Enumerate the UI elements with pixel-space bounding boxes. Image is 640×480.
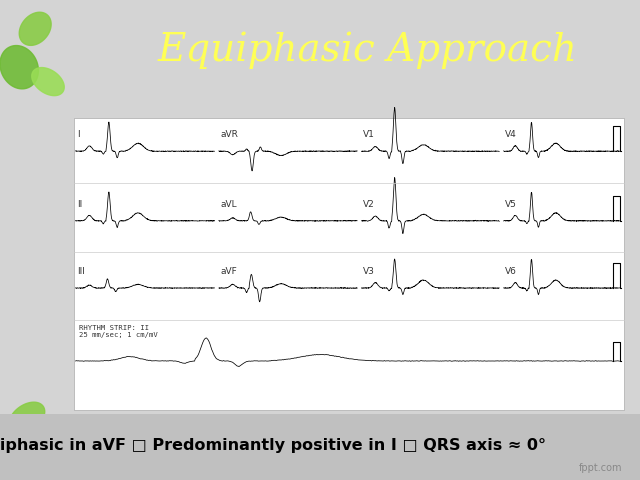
Polygon shape — [0, 432, 30, 475]
Polygon shape — [32, 425, 60, 454]
Polygon shape — [19, 12, 51, 46]
Text: V6: V6 — [505, 267, 517, 276]
Bar — [74, 118, 624, 410]
Text: V4: V4 — [505, 130, 516, 139]
Text: aVL: aVL — [220, 200, 237, 209]
Text: I: I — [77, 130, 79, 139]
Text: Equiphasic Approach: Equiphasic Approach — [158, 32, 578, 69]
Text: II: II — [77, 200, 82, 209]
Text: aVF: aVF — [220, 267, 237, 276]
Bar — [0, 414, 640, 480]
Text: V5: V5 — [505, 200, 517, 209]
Polygon shape — [9, 402, 45, 433]
Text: fppt.com: fppt.com — [579, 463, 622, 473]
Text: Equiphasic in aVF □ Predominantly positive in I □ QRS axis ≈ 0°: Equiphasic in aVF □ Predominantly positi… — [0, 438, 546, 453]
Text: V2: V2 — [363, 200, 374, 209]
Text: III: III — [77, 267, 84, 276]
Text: aVR: aVR — [220, 130, 238, 139]
Text: RHYTHM STRIP: II
25 mm/sec; 1 cm/mV: RHYTHM STRIP: II 25 mm/sec; 1 cm/mV — [79, 325, 157, 338]
Text: V1: V1 — [363, 130, 375, 139]
Polygon shape — [32, 68, 64, 96]
Polygon shape — [0, 46, 38, 89]
Text: V3: V3 — [363, 267, 375, 276]
